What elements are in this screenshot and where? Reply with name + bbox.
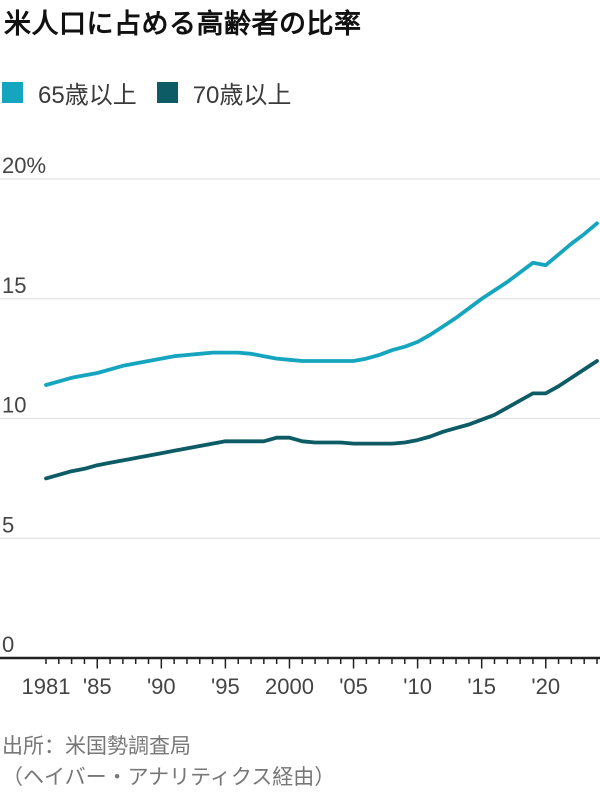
x-axis [0, 656, 600, 669]
y-tick-label: 10 [2, 393, 26, 418]
source-note: 出所：米国勢調査局 （ヘイバー・アナリティクス経由） [2, 731, 335, 793]
legend-swatch-65-icon [2, 82, 23, 103]
source-line-1: 出所：米国勢調査局 [2, 735, 191, 758]
x-tick-label: '95 [211, 674, 240, 699]
legend-item-65-and-over: 65歳以上 [2, 75, 137, 110]
x-tick-label: '10 [403, 674, 432, 699]
y-tick-label: 15 [2, 273, 26, 298]
y-tick-label: 20% [2, 153, 46, 178]
x-tick-label: 1981 [22, 674, 71, 699]
legend-swatch-70-icon [156, 82, 178, 103]
legend-label-70: 70歳以上 [192, 82, 292, 109]
y-tick-label: 0 [2, 632, 14, 657]
page-title: 米人口に占める高齢者の比率 [4, 9, 362, 39]
legend-item-70-and-over: 70歳以上 [156, 75, 292, 110]
x-tick-label: '20 [531, 674, 560, 699]
line-chart: 0 5 10 15 20% 1981 '85 '90 '95 2000 '05 '10 '15 '20 [0, 153, 600, 699]
x-axis-labels: 1981 '85 '90 '95 2000 '05 '10 '15 '20 [22, 674, 561, 699]
x-tick-label: 2000 [265, 674, 314, 699]
series-line-65-and-over [44, 221, 599, 387]
y-tick-label: 5 [2, 512, 14, 537]
legend: 65歳以上 70歳以上 [2, 75, 291, 110]
x-tick-label: '05 [339, 674, 368, 699]
x-tick-label: '85 [83, 674, 112, 699]
legend-label-65: 65歳以上 [38, 82, 137, 109]
x-tick-label: '15 [467, 674, 496, 699]
source-line-2: （ヘイバー・アナリティクス経由） [2, 766, 336, 789]
series-line-70-and-over [44, 359, 599, 481]
gridlines [0, 178, 600, 539]
y-axis-labels: 0 5 10 15 20% [2, 153, 46, 657]
x-tick-label: '90 [147, 674, 176, 699]
